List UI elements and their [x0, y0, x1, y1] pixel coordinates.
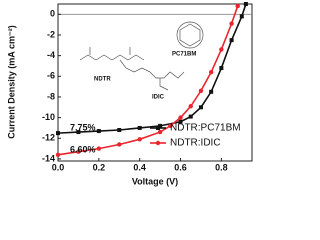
x-tick-label: 0.2 [93, 162, 106, 172]
marker [76, 149, 81, 154]
x-tick-label: 0.0 [52, 162, 65, 172]
marker [56, 131, 60, 136]
marker [219, 66, 224, 71]
marker [178, 115, 183, 120]
molecule-sketch [79, 21, 204, 91]
marker [137, 137, 142, 142]
legend-label: NDTR:IDIC [170, 138, 221, 149]
y-tick-label: -14 [42, 153, 55, 163]
marker [209, 89, 214, 94]
marker [96, 129, 101, 134]
marker [96, 146, 102, 151]
marker [137, 125, 142, 130]
marker [158, 123, 163, 128]
y-axis-label: Current Density (mA cm⁻²) [6, 25, 16, 138]
x-tick-label: 0.6 [174, 162, 187, 172]
series-line [57, 5, 239, 156]
series-line [57, 3, 247, 134]
x-tick-label: 0.4 [133, 162, 146, 172]
legend-marker [155, 140, 161, 146]
marker [235, 3, 240, 9]
y-tick-label: 0 [50, 9, 55, 19]
marker [239, 14, 244, 19]
legend-marker [156, 126, 160, 130]
y-tick-label: -6 [47, 71, 55, 81]
marker [168, 123, 173, 129]
annotation: 6.60% [70, 144, 96, 154]
chart: Voltage (V) Current Density (mA cm⁻²) 0.… [6, 2, 253, 186]
marker [117, 142, 122, 147]
marker [229, 21, 234, 26]
y-tick-label: -8 [47, 91, 55, 101]
plot-frame [57, 3, 253, 162]
marker [208, 69, 214, 75]
marker [198, 105, 203, 110]
marker [188, 114, 193, 119]
marker [157, 129, 163, 135]
annotation: 7.75% [70, 122, 96, 132]
annotation: IDIC [152, 95, 165, 101]
marker [55, 152, 61, 158]
legend-label: NDTR:PC71BM [170, 123, 241, 134]
x-axis-label: Voltage (V) [132, 176, 178, 186]
x-tick-label: 0.8 [215, 162, 228, 172]
y-tick-label: -2 [47, 29, 55, 39]
marker [178, 119, 183, 124]
annotation: PC71BM [172, 52, 196, 58]
y-tick-label: -4 [47, 50, 55, 60]
marker [188, 104, 193, 109]
marker [117, 128, 122, 133]
y-tick-label: -10 [42, 112, 55, 122]
y-tick-label: -12 [42, 133, 55, 143]
marker [243, 2, 248, 6]
marker [198, 88, 204, 93]
marker [219, 47, 224, 52]
marker [229, 38, 234, 43]
annotation: NDTR [94, 77, 111, 83]
marker [76, 130, 81, 135]
